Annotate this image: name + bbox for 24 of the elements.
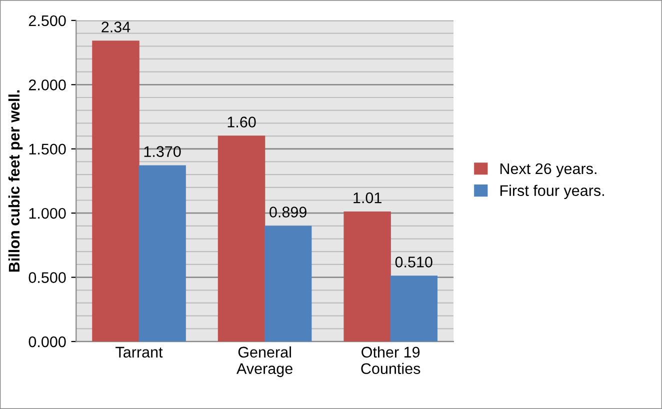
legend-label: Next 26 years. — [500, 163, 596, 178]
bar — [264, 226, 312, 342]
data-label: 0.899 — [270, 206, 306, 218]
x-tick-label: General Average — [236, 346, 292, 378]
bar — [344, 211, 391, 342]
y-tick-label: 1.000 — [29, 208, 66, 219]
y-tick-label: 2.500 — [28, 15, 66, 26]
legend-label: First four years. — [500, 184, 604, 200]
y-tick-label: 0.500 — [28, 272, 66, 283]
data-label: 1.60 — [228, 116, 256, 128]
bar — [92, 40, 140, 342]
data-label: 1.370 — [144, 146, 181, 157]
bar — [218, 136, 266, 342]
x-tick-label: Other 19 Counties — [361, 346, 420, 374]
y-tick-label: 2.000 — [28, 80, 66, 90]
bar — [390, 276, 438, 342]
y-tick-label: 1.500 — [29, 144, 66, 155]
y-tick-label: 0.000 — [28, 336, 66, 348]
data-label: 2.34 — [102, 22, 130, 32]
y-axis-title: Billon cubic feet per well. — [8, 90, 23, 272]
data-label: 0.510 — [395, 256, 432, 268]
x-tick-label: Tarrant — [116, 346, 163, 358]
bar — [138, 165, 186, 342]
data-label: 1.01 — [354, 192, 382, 204]
